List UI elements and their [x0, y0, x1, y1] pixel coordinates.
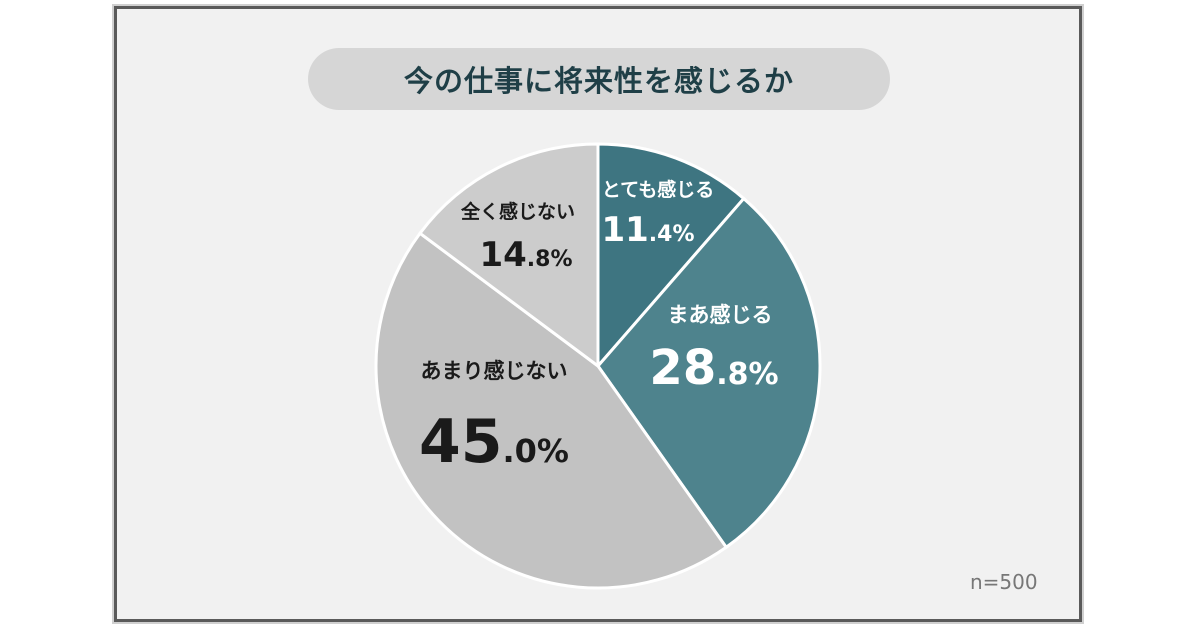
sample-size-note: n=500: [970, 570, 1038, 594]
slice-label: まあ感じる: [668, 303, 773, 327]
slice-value-label: 14.8%: [479, 235, 572, 275]
slice-value-label: 45.0%: [419, 407, 569, 477]
chart-title: 今の仕事に将来性を感じるか: [308, 48, 890, 110]
pie-slice: [374, 231, 729, 590]
slice-label: 全く感じない: [460, 200, 575, 223]
pie-slice: [596, 142, 746, 371]
pie-slice: [596, 196, 822, 550]
pie-slice: [417, 142, 600, 369]
slice-label: とても感じる: [602, 178, 714, 201]
slice-value-label: 11.4%: [601, 210, 694, 250]
slice-label: あまり感じない: [421, 359, 568, 383]
slice-value-label: 28.8%: [649, 340, 778, 396]
